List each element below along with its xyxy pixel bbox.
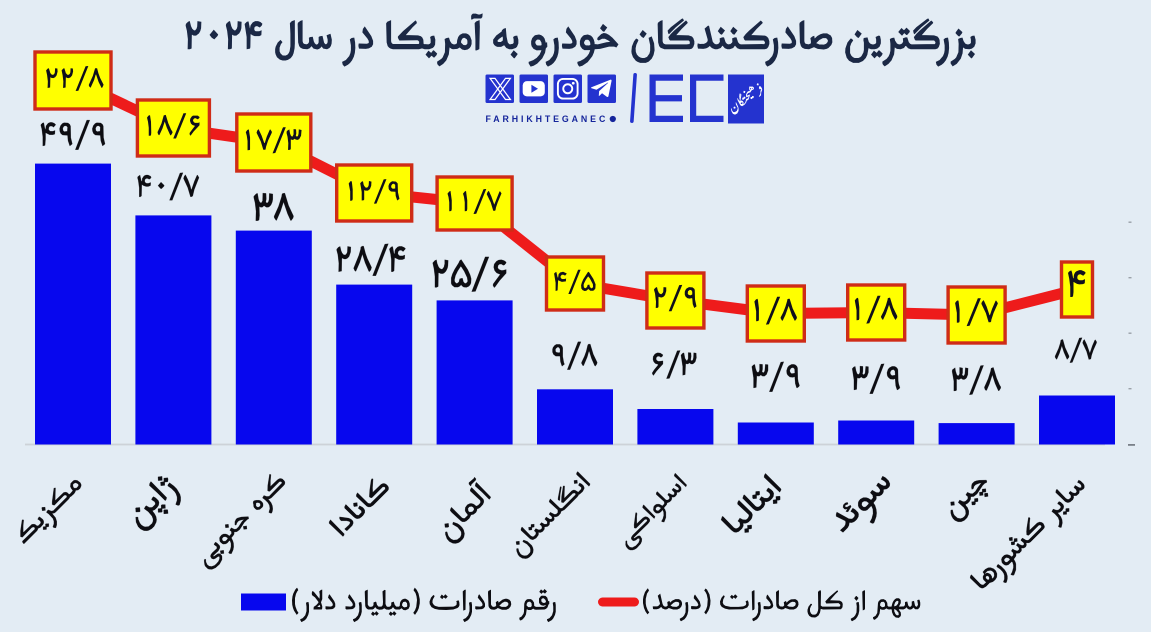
svg-text:FARHIKHTEGANEC: FARHIKHTEGANEC xyxy=(486,114,609,124)
